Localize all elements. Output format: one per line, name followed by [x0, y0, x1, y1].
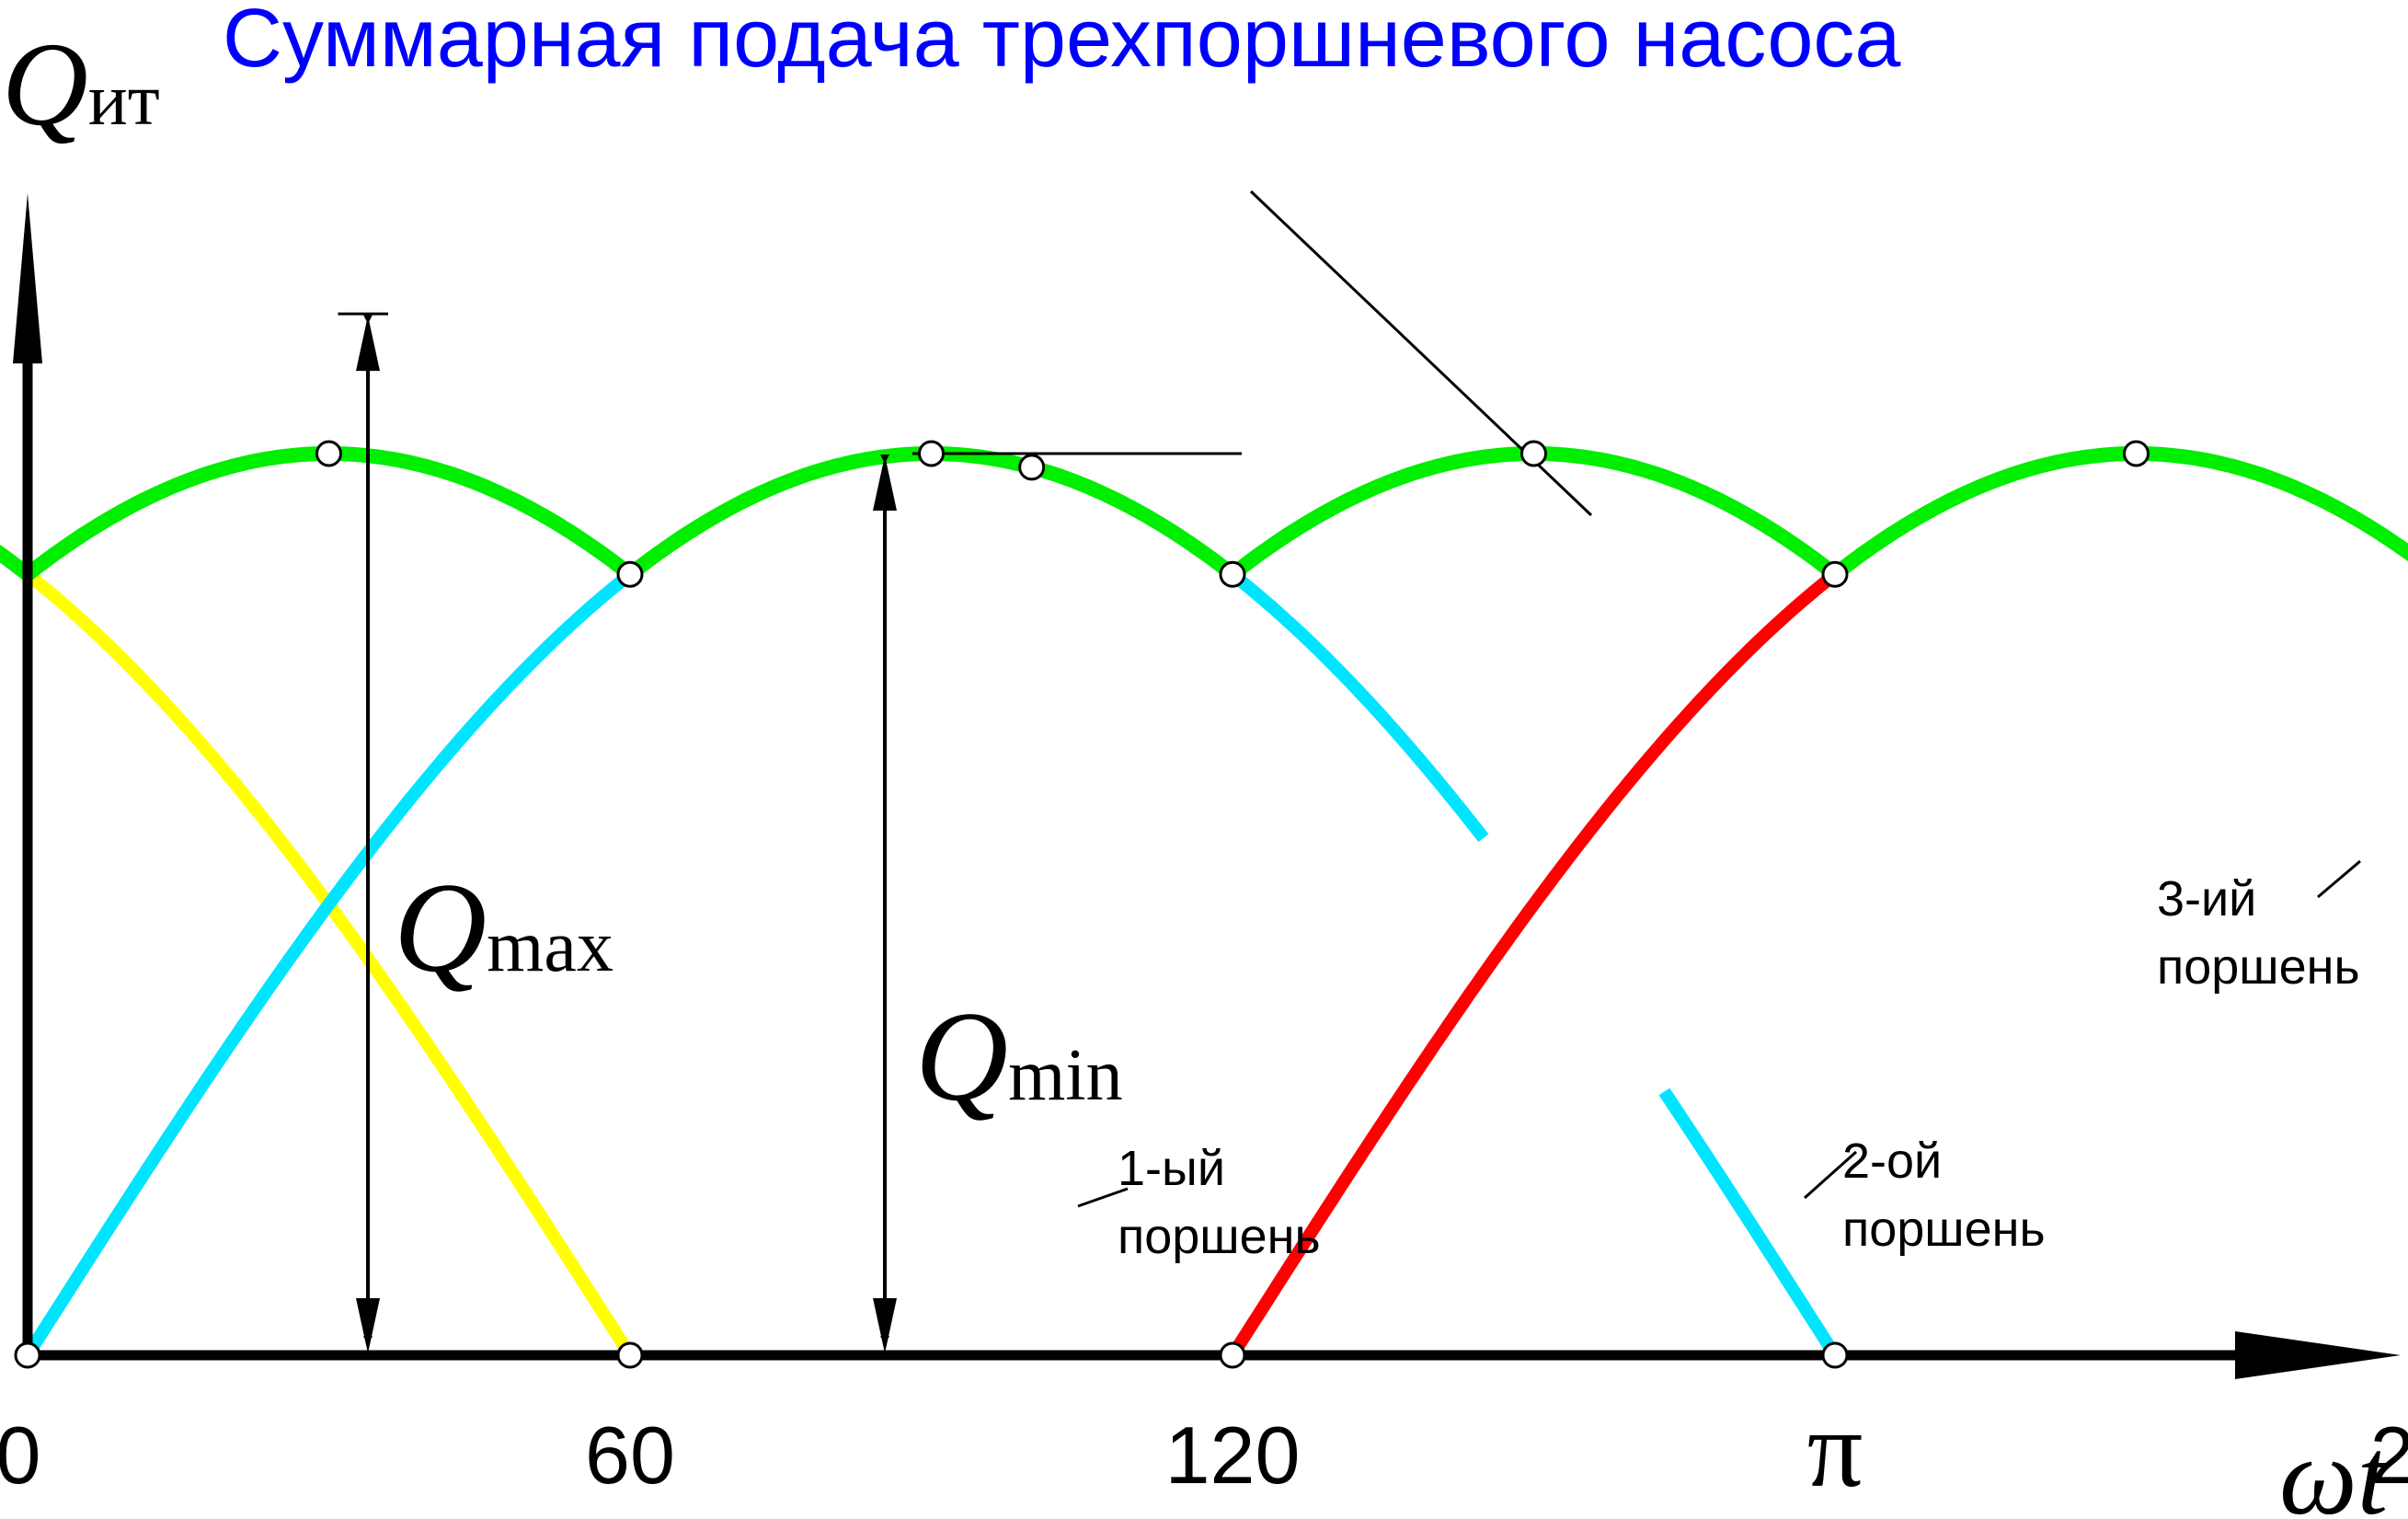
series-label-1-line-1: 1-ый [1118, 1141, 1225, 1196]
series-label-2-line-1: 2-ой [1842, 1133, 1942, 1189]
curve-marker-180 [1821, 560, 1849, 588]
y-axis-label-main: Q [2, 18, 88, 151]
dimension-lines [338, 312, 1242, 1353]
x-tick-label-1: 60 [585, 1410, 675, 1501]
qmin-label-main: Q [915, 985, 1008, 1128]
series-label-1-line-2: поршень [1118, 1209, 1321, 1264]
series-label-3-line-1: 3-ий [2157, 871, 2256, 926]
curve-marker-60 [616, 560, 644, 588]
dimension-arrowhead-2 [356, 1298, 380, 1353]
x-tick-label-0: 0 [0, 1410, 40, 1501]
series-label-leaders [1077, 190, 2361, 1208]
data-markers [14, 440, 2150, 1369]
series-label-2-line-2: поршень [1842, 1202, 2046, 1257]
label-leader-3 [2317, 859, 2361, 899]
qmin-label: Qmin [915, 985, 1123, 1128]
dimension-arrowhead-3 [873, 455, 897, 511]
series-labels: 1-ый поршень 2-ой поршень 3-ий поршень [1118, 871, 2360, 1264]
y-axis-label: Qит [2, 18, 160, 151]
series-label-3-line-2: поршень [2157, 939, 2360, 995]
x-axis-arrow [2235, 1331, 2401, 1379]
curve-marker-150 [1520, 440, 1547, 467]
curve-marker-100 [1018, 454, 1046, 481]
qmin-label-sub: min [1008, 1035, 1122, 1116]
qmax-label-sub: max [487, 906, 613, 987]
axes [13, 193, 2401, 1379]
dimension-arrowhead-1 [356, 316, 380, 372]
curve-marker-30 [315, 440, 342, 467]
y-axis-arrow [13, 193, 42, 363]
qmax-label-main: Q [394, 857, 487, 999]
x-axis-label: ωt [2279, 1415, 2391, 1519]
chart-title: Суммарная подача трехпоршневого насоса [223, 0, 1901, 85]
axis-marker-60 [616, 1341, 644, 1369]
y-axis-label-sub: ит [88, 60, 160, 141]
series-line-3-seg-1 [0, 546, 636, 1359]
curve-marker-120 [1219, 560, 1246, 588]
series-line-1-seg-2 [1658, 1087, 1840, 1359]
x-tick-label-2: 120 [1165, 1410, 1301, 1501]
qmax-label: Qmax [394, 857, 613, 999]
series-line-4-seg-1 [0, 446, 2408, 582]
x-tick-label-4: 240 [2370, 1410, 2408, 1501]
label-leader-1 [1077, 1187, 1129, 1208]
axis-marker-0 [14, 1341, 41, 1369]
x-tick-label-3: π [1807, 1387, 1863, 1510]
curve-marker-210 [2123, 440, 2150, 467]
dimension-arrowhead-4 [873, 1298, 897, 1353]
curve-marker-90 [918, 440, 945, 467]
label-leader-2 [1804, 1150, 1857, 1200]
axis-marker-180 [1821, 1341, 1849, 1369]
x-tick-labels: 060120π2403002π [0, 1387, 2408, 1510]
axis-marker-120 [1219, 1341, 1246, 1369]
